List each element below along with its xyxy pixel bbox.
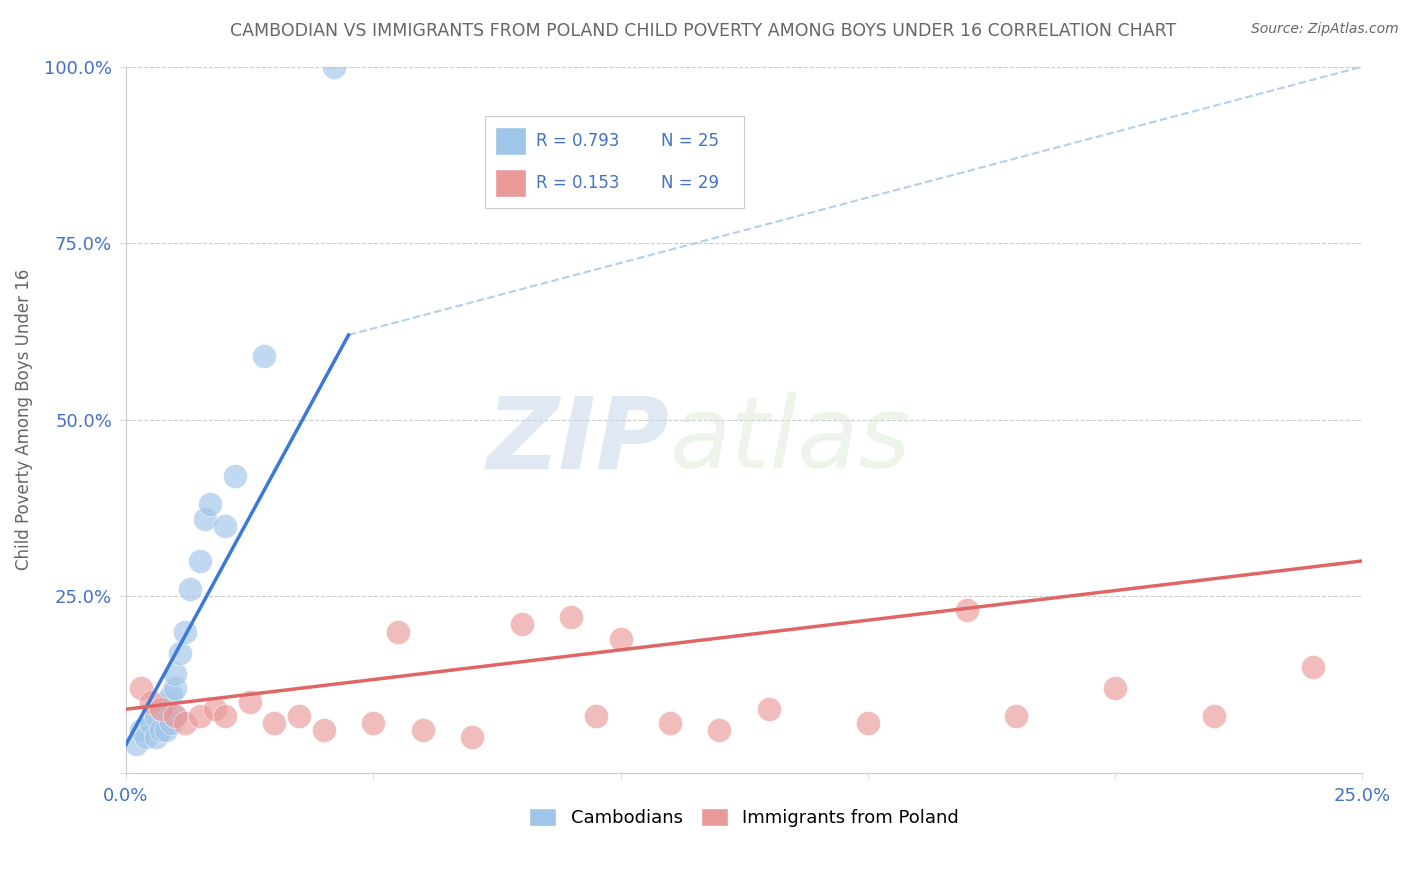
Point: [149, 702, 172, 716]
Point: [856, 716, 879, 731]
Point: [129, 723, 152, 738]
Point: [224, 469, 246, 483]
Point: [129, 681, 152, 695]
Point: [139, 716, 162, 731]
Point: [145, 709, 167, 723]
Point: [659, 716, 682, 731]
Point: [609, 632, 631, 646]
Point: [159, 716, 181, 731]
Point: [204, 702, 226, 716]
Point: [361, 716, 384, 731]
Point: [188, 709, 211, 723]
Point: [159, 688, 181, 702]
Point: [461, 731, 484, 745]
Point: [125, 738, 148, 752]
Point: [165, 681, 187, 695]
Point: [322, 60, 344, 74]
Point: [1302, 660, 1324, 674]
Point: [188, 554, 211, 568]
Point: [387, 624, 409, 639]
Point: [145, 731, 167, 745]
Point: [174, 716, 197, 731]
Text: ZIP: ZIP: [486, 392, 671, 490]
Point: [253, 349, 276, 363]
Point: [155, 723, 177, 738]
Point: [135, 731, 157, 745]
Point: [179, 582, 201, 596]
Text: CAMBODIAN VS IMMIGRANTS FROM POLAND CHILD POVERTY AMONG BOYS UNDER 16 CORRELATIO: CAMBODIAN VS IMMIGRANTS FROM POLAND CHIL…: [229, 22, 1177, 40]
Y-axis label: Child Poverty Among Boys Under 16: Child Poverty Among Boys Under 16: [15, 269, 32, 570]
Point: [1202, 709, 1225, 723]
Point: [560, 610, 582, 624]
Point: [312, 723, 335, 738]
Point: [214, 518, 236, 533]
Point: [149, 723, 172, 738]
Point: [155, 695, 177, 709]
Point: [758, 702, 780, 716]
Point: [288, 709, 311, 723]
Point: [149, 702, 172, 716]
Point: [169, 646, 191, 660]
Point: [239, 695, 262, 709]
Point: [165, 709, 187, 723]
Point: [412, 723, 434, 738]
Point: [510, 617, 533, 632]
Legend: Cambodians, Immigrants from Poland: Cambodians, Immigrants from Poland: [522, 800, 966, 834]
Point: [165, 709, 187, 723]
Point: [194, 511, 217, 525]
Text: atlas: atlas: [671, 392, 911, 490]
Point: [174, 624, 197, 639]
Point: [198, 497, 221, 511]
Point: [1005, 709, 1028, 723]
Point: [263, 716, 285, 731]
Point: [585, 709, 607, 723]
Point: [709, 723, 731, 738]
Point: [956, 603, 979, 617]
Point: [1104, 681, 1126, 695]
Point: [165, 666, 187, 681]
Point: [139, 695, 162, 709]
Text: Source: ZipAtlas.com: Source: ZipAtlas.com: [1251, 22, 1399, 37]
Point: [214, 709, 236, 723]
